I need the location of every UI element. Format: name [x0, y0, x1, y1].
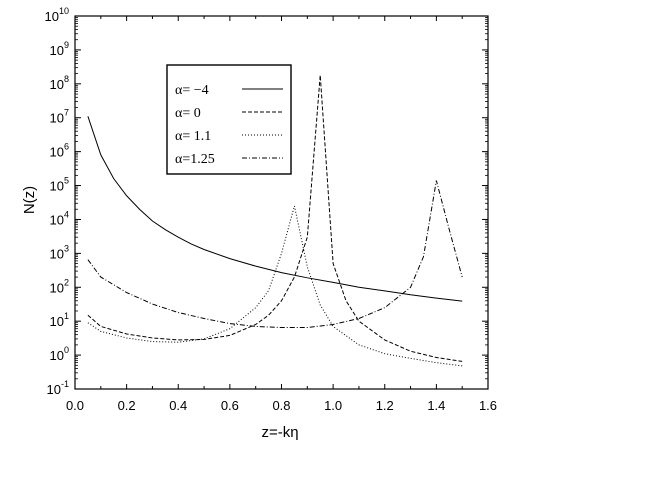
y-tick-label: 105: [50, 176, 69, 194]
series-line-3: [87, 180, 463, 329]
y-tick-label: 108: [50, 74, 69, 92]
x-tick-label: 0.0: [66, 398, 84, 413]
x-tick-label: 1.2: [376, 398, 394, 413]
x-tick-label: 1.4: [427, 398, 445, 413]
series-line-2: [87, 205, 463, 367]
y-tick-label: 102: [50, 277, 69, 295]
series-layer: [87, 75, 463, 367]
y-tick-label: 10-1: [47, 379, 69, 397]
y-tick-label: 103: [50, 243, 69, 261]
series-line-0: [87, 116, 463, 302]
legend-label-3: α=1.25: [175, 152, 215, 167]
y-tick-label: 107: [50, 108, 69, 126]
ticks-layer: 0.0 0.2 0.4 0.6 0.8 1.0 1.2 1.4 1.6 10-1 100 101 102…: [45, 6, 498, 413]
x-axis-label: z=-kη: [261, 424, 298, 441]
legend-box: [166, 64, 292, 175]
y-tick-label: 106: [50, 142, 69, 160]
x-tick-label: 1.0: [324, 398, 342, 413]
x-tick-label: 0.2: [118, 398, 136, 413]
legend-label-2: α= 1.1: [175, 129, 211, 144]
y-tick-label: 100: [50, 345, 69, 363]
legend-label-1: α= 0: [175, 106, 201, 121]
y-axis-label: N(z): [21, 186, 38, 214]
x-tick-label: 0.4: [169, 398, 187, 413]
y-tick-label: 1010: [45, 6, 69, 24]
y-tick-label: 101: [50, 311, 69, 329]
legend: α= −4 α= 0 α= 1.1 α=1.25: [166, 64, 292, 175]
y-tick-label: 109: [50, 40, 69, 58]
x-tick-label: 1.6: [479, 398, 497, 413]
x-tick-label: 0.6: [221, 398, 239, 413]
x-tick-label: 0.8: [272, 398, 290, 413]
series-line-1: [87, 75, 463, 362]
legend-label-0: α= −4: [175, 83, 209, 98]
y-tick-label: 104: [50, 209, 69, 227]
